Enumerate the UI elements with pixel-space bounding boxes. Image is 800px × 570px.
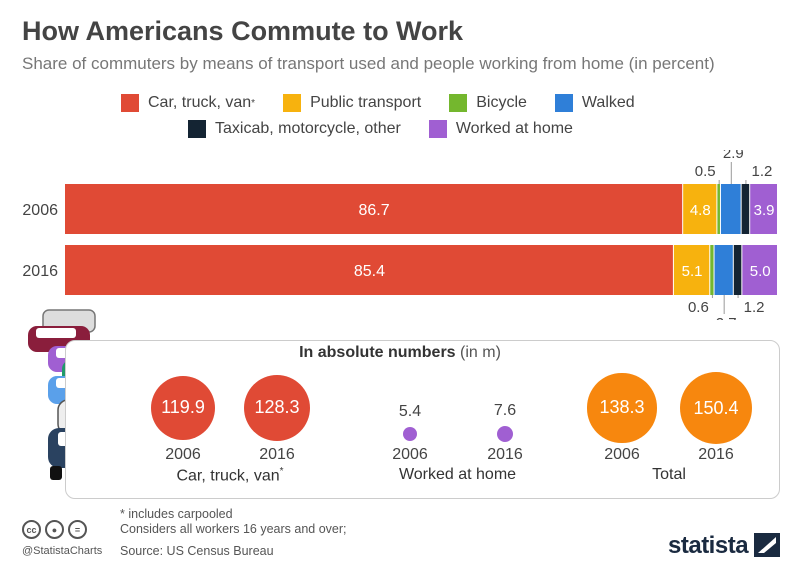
bar-segment bbox=[717, 184, 720, 234]
bar-segment bbox=[683, 184, 717, 234]
bubble-value: 150.4 bbox=[693, 397, 739, 418]
bubble-group-text: Worked at home bbox=[398, 466, 517, 483]
bubble-year-label: 2016 bbox=[487, 446, 523, 463]
bubble-group-text: Total bbox=[652, 466, 686, 483]
bar-segment bbox=[742, 245, 777, 295]
data-label: 5.0 bbox=[750, 263, 771, 280]
bar-segment bbox=[65, 184, 683, 234]
bar-category-label: 2016 bbox=[22, 263, 58, 280]
legend-label: Car, truck, van bbox=[148, 94, 252, 111]
legend-swatch bbox=[449, 94, 468, 112]
bubble bbox=[403, 427, 417, 441]
legend-label: Worked at home bbox=[455, 120, 573, 137]
bar-segment bbox=[714, 245, 733, 295]
legend-swatch bbox=[428, 120, 447, 138]
bar-segment bbox=[65, 245, 673, 295]
bar-segment bbox=[720, 184, 741, 234]
bubble-group-text: Car, truck, van bbox=[176, 467, 280, 485]
legend-item: Worked at home bbox=[428, 120, 573, 138]
bubble-group-label: Worked at home bbox=[358, 466, 558, 484]
legend-label: Taxicab, motorcycle, other bbox=[215, 120, 401, 137]
data-label: 1.2 bbox=[744, 299, 765, 316]
legend-label: Bicycle bbox=[476, 94, 527, 111]
footnote-workers: Considers all workers 16 years and over; bbox=[120, 522, 347, 536]
legend-swatch bbox=[554, 94, 573, 112]
bar-segment bbox=[710, 245, 714, 295]
bubble-value: 119.9 bbox=[161, 397, 205, 418]
chart-subtitle: Share of commuters by means of transport… bbox=[22, 54, 715, 73]
data-label: 5.1 bbox=[682, 263, 703, 280]
legend-row: Car, truck, van * Public transport Bicycle W… bbox=[121, 94, 635, 112]
data-label: 3.9 bbox=[754, 202, 775, 219]
data-label: 0.6 bbox=[688, 299, 709, 316]
legend-item: Bicycle bbox=[449, 94, 527, 112]
bubble-year-label: 2006 bbox=[392, 446, 428, 463]
panel-title-unit: (in m) bbox=[460, 344, 501, 361]
statista-logo-icon bbox=[754, 533, 780, 557]
legend-swatch bbox=[121, 94, 139, 112]
nd-icon: = bbox=[68, 520, 87, 539]
legend-swatch bbox=[188, 120, 206, 138]
data-label: 85.4 bbox=[354, 263, 385, 280]
bar-segment bbox=[741, 184, 750, 234]
bubble-value: 5.4 bbox=[398, 403, 422, 420]
license-icons: cc ● = bbox=[22, 520, 87, 539]
bubble bbox=[496, 425, 514, 443]
data-label: 2.9 bbox=[723, 150, 744, 162]
bar-segment bbox=[750, 184, 777, 234]
bubble: 119.9 bbox=[150, 375, 216, 441]
bubble-group-footnote-mark: * bbox=[279, 466, 284, 477]
legend-item: Public transport bbox=[283, 94, 421, 112]
twitter-handle: @StatistaCharts bbox=[22, 545, 103, 557]
statista-logo: statista bbox=[668, 532, 749, 559]
panel-title: In absolute numbers (in m) bbox=[0, 344, 800, 362]
chart-title: How Americans Commute to Work bbox=[22, 16, 464, 46]
bubble: 128.3 bbox=[243, 374, 311, 442]
legend-footnote-mark: * bbox=[251, 97, 256, 109]
bubble-group-label: Total bbox=[569, 466, 769, 484]
bubble: 150.4 bbox=[680, 372, 752, 444]
bubble-year-label: 2016 bbox=[698, 446, 734, 463]
by-icon: ● bbox=[45, 520, 64, 539]
bubble-value: 7.6 bbox=[493, 401, 517, 419]
legend-label: Public transport bbox=[310, 94, 422, 111]
cc-icon: cc bbox=[22, 520, 41, 539]
footnote-carpooled: * includes carpooled bbox=[120, 507, 233, 521]
data-label: 86.7 bbox=[359, 202, 390, 219]
bubble-value: 138.3 bbox=[599, 397, 645, 418]
footnote-source: Source: US Census Bureau bbox=[120, 544, 274, 558]
panel-title-text: In absolute numbers bbox=[299, 344, 456, 361]
legend-item: Walked bbox=[554, 94, 635, 112]
bubble-group-label: Car, truck, van* bbox=[130, 466, 330, 485]
stacked-bar-chart: 2006 86.7 4.8 0.5 2.9 1.2 3.9 2016 85.4 5.1 0.6 2.7… bbox=[22, 150, 777, 320]
data-label: 1.2 bbox=[751, 163, 772, 180]
legend-swatch bbox=[283, 94, 302, 112]
data-label: 0.5 bbox=[695, 163, 716, 180]
bubble: 138.3 bbox=[587, 373, 657, 443]
bubble-year-label: 2016 bbox=[259, 446, 295, 463]
bar-category-label: 2006 bbox=[22, 202, 58, 219]
legend-item: Taxicab, motorcycle, other bbox=[188, 120, 401, 138]
bubble-year-label: 2006 bbox=[165, 446, 201, 463]
bubble-value: 128.3 bbox=[254, 397, 300, 418]
bar-segment bbox=[733, 245, 742, 295]
bar-segment bbox=[673, 245, 710, 295]
legend-item: Car, truck, van * bbox=[121, 94, 255, 112]
data-label: 4.8 bbox=[690, 202, 711, 219]
legend-label: Walked bbox=[581, 94, 635, 111]
legend-row: Taxicab, motorcycle, other Worked at home bbox=[188, 120, 573, 138]
bubble-year-label: 2006 bbox=[604, 446, 640, 463]
data-label: 2.7 bbox=[716, 315, 737, 320]
